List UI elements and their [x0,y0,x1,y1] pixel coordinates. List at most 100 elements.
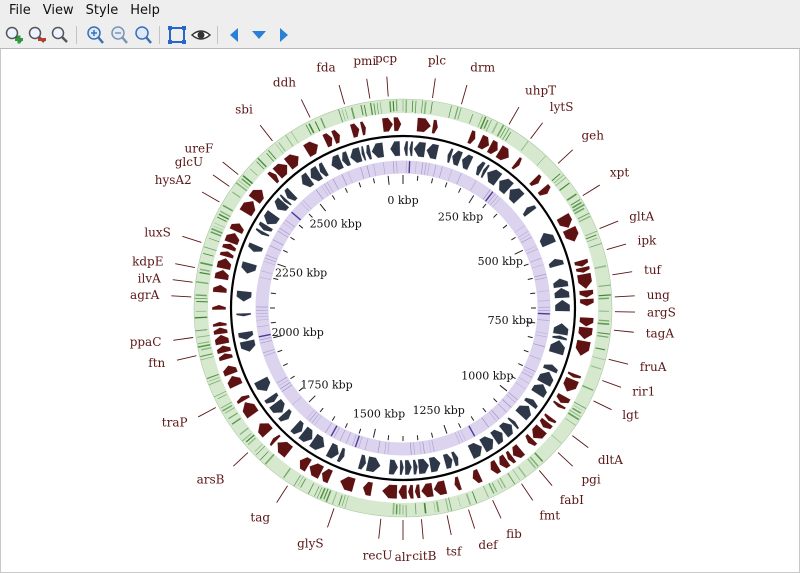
feature-arrow[interactable] [556,392,571,404]
feature-arrow[interactable] [531,423,548,440]
feature-arrow[interactable] [302,141,319,158]
gene-label[interactable]: glyS [297,537,324,551]
gene-label[interactable]: fmt [539,508,560,522]
gene-label[interactable]: ipk [638,234,658,248]
zoom-fit-button[interactable] [132,24,154,46]
map-canvas[interactable]: 0 kbp 250 kbp 500 kbp 750 kbp 1000 kbp 1250 k… [0,49,800,573]
gene-label[interactable]: pgi [582,472,601,486]
zoom-out-magnifier-button[interactable] [26,24,48,46]
feature-arrow[interactable] [242,401,259,419]
feature-arrow[interactable] [451,150,464,167]
feature-arrow[interactable] [365,144,373,160]
feature-arrow[interactable] [562,376,580,392]
feature-arrow[interactable] [522,204,537,218]
feature-arrow[interactable] [486,169,503,187]
gene-label[interactable]: pcp [375,52,397,66]
fit-to-window-button[interactable] [166,24,188,46]
feature-arrow[interactable] [257,422,274,438]
feature-arrow[interactable] [407,484,415,500]
gene-label[interactable]: fabI [560,493,584,507]
feature-arrow[interactable] [480,164,491,179]
feature-arrow[interactable] [218,353,234,362]
zoom-reset-magnifier-button[interactable] [49,24,71,46]
feature-arrow[interactable] [365,455,381,473]
gene-label[interactable]: sbi [235,103,253,117]
feature-arrow[interactable] [357,454,367,470]
feature-arrow[interactable] [222,365,239,377]
gene-label[interactable]: arsB [197,472,225,486]
feature-arrow[interactable] [266,171,280,184]
rotate-right-button[interactable] [272,24,294,46]
feature-arrow[interactable] [339,476,357,493]
gene-label[interactable]: lgt [622,408,639,422]
feature-arrow[interactable] [556,212,573,229]
toggle-visibility-button[interactable] [190,24,212,46]
feature-arrow[interactable] [325,442,340,460]
gene-label[interactable]: traP [162,416,188,430]
feature-arrow[interactable] [514,405,532,421]
gene-label[interactable]: ung [647,288,670,302]
zoom-in-button[interactable] [84,24,106,46]
feature-arrow[interactable] [336,447,346,463]
feature-arrow[interactable] [576,272,593,290]
feature-arrow[interactable] [467,442,483,460]
feature-arrow[interactable] [413,141,427,158]
feature-arrow[interactable] [279,193,293,206]
move-down-button[interactable] [248,24,270,46]
feature-arrow[interactable] [388,459,399,475]
feature-arrow[interactable] [239,339,256,353]
feature-arrow[interactable] [341,150,352,167]
feature-arrow[interactable] [308,433,325,451]
gene-label[interactable]: ilvA [138,271,161,285]
feature-arrow[interactable] [511,443,526,459]
feature-arrow[interactable] [420,482,435,498]
feature-arrow[interactable] [212,321,228,328]
menu-file[interactable]: File [9,3,31,18]
feature-arrow[interactable] [389,140,401,157]
feature-arrow[interactable] [212,284,228,294]
feature-arrow[interactable] [575,265,591,274]
feature-arrow[interactable] [283,153,300,171]
feature-arrow[interactable] [224,232,240,246]
feature-arrow[interactable] [263,392,279,405]
feature-arrow[interactable] [554,287,570,299]
feature-arrow[interactable] [211,304,227,311]
feature-arrow[interactable] [495,144,510,161]
gene-label[interactable]: pmi [353,54,376,68]
feature-arrow[interactable] [381,117,394,133]
feature-arrow[interactable] [543,412,557,424]
feature-arrow[interactable] [433,479,448,496]
rotate-left-button[interactable] [224,24,246,46]
feature-arrow[interactable] [213,327,229,336]
gene-label[interactable]: dltA [598,453,623,467]
feature-arrow[interactable] [236,394,251,405]
gene-label[interactable]: xpt [610,166,629,180]
feature-arrow[interactable] [524,433,538,447]
gene-label[interactable]: def [478,538,499,552]
menu-view[interactable]: View [42,3,74,18]
feature-arrow[interactable] [537,183,552,197]
feature-arrow[interactable] [539,417,554,430]
gene-label[interactable]: citB [412,549,436,563]
feature-arrow[interactable] [498,178,515,195]
gene-label[interactable]: geh [582,129,605,143]
feature-arrow[interactable] [475,161,487,177]
feature-arrow[interactable] [310,165,324,182]
feature-arrow[interactable] [253,376,271,392]
feature-arrow[interactable] [349,146,363,164]
gene-label[interactable]: luxS [144,226,171,240]
feature-arrow[interactable] [258,221,274,233]
feature-arrow[interactable] [573,258,589,267]
menu-help[interactable]: Help [130,3,160,18]
feature-arrow[interactable] [269,434,282,447]
feature-arrow[interactable] [575,339,592,357]
feature-arrow[interactable] [284,187,298,202]
gene-label[interactable]: fib [506,527,522,541]
feature-arrow[interactable] [431,119,439,135]
gene-label[interactable]: gltA [629,210,654,224]
feature-arrow[interactable] [321,468,334,484]
feature-arrow[interactable] [554,299,571,312]
feature-arrow[interactable] [539,232,557,248]
feature-arrow[interactable] [362,481,374,497]
gene-label[interactable]: tag [250,511,270,525]
